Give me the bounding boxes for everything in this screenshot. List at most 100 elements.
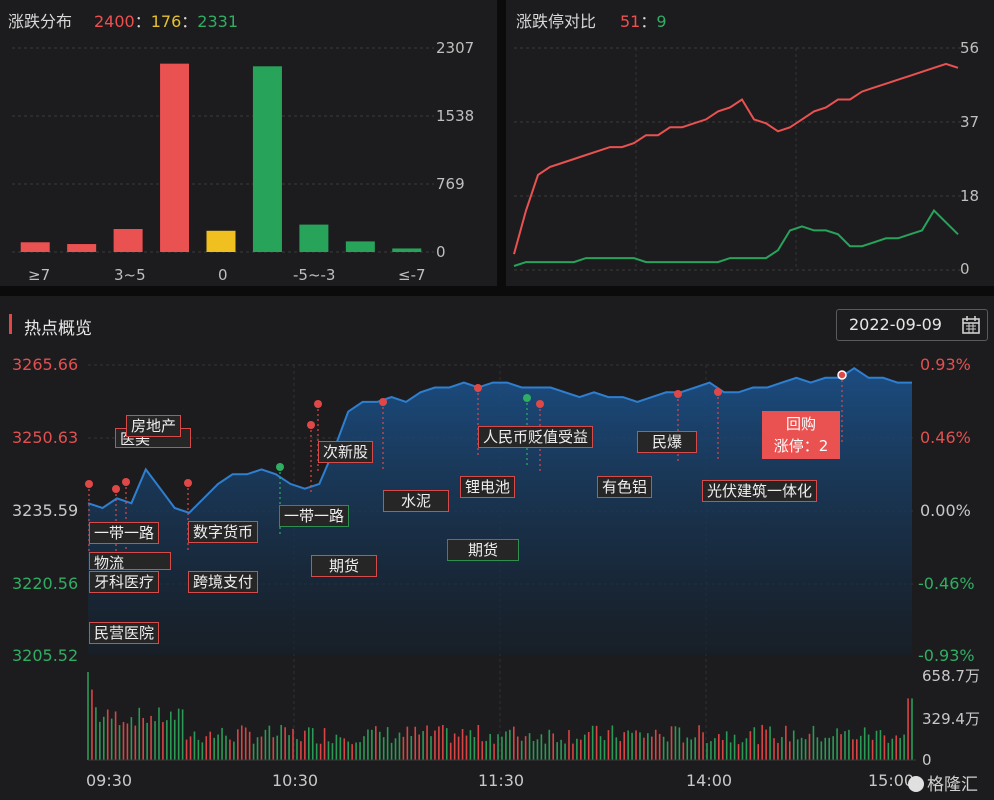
distribution-panel: 涨跌分布 2400：176：2331 2307 1538 769 0 ≥7 3~… bbox=[0, 0, 497, 286]
bar--5~-3 bbox=[299, 224, 329, 252]
dist-ytick: 0 bbox=[436, 243, 446, 261]
hot-accent-bar bbox=[9, 314, 12, 334]
tag-huigou-count: 涨停：2 bbox=[773, 437, 829, 455]
event-marker bbox=[536, 400, 544, 408]
time-tick: 10:30 bbox=[272, 771, 319, 790]
tag-lidian[interactable]: 锂电池 bbox=[460, 476, 516, 498]
sep: ： bbox=[134, 12, 151, 31]
tag-guangfu[interactable]: 光伏建筑一体化 bbox=[702, 480, 818, 502]
distribution-counts: 2400：176：2331 bbox=[94, 8, 238, 32]
time-tick: 14:00 bbox=[686, 771, 733, 790]
tag-shuzi[interactable]: 数字货币 bbox=[188, 521, 259, 543]
event-marker bbox=[112, 485, 120, 493]
tag-huigou[interactable]: 回购 涨停：2 bbox=[762, 411, 840, 459]
tag-youse[interactable]: 有色铝 bbox=[597, 476, 653, 498]
limit-ytick: 56 bbox=[960, 39, 980, 57]
tag-huigou-name: 回购 bbox=[785, 415, 816, 433]
bar--3~0 bbox=[252, 66, 282, 252]
event-marker bbox=[122, 478, 130, 486]
limit-panel: 涨跌停对比 51：9 56 37 18 0 bbox=[506, 0, 994, 286]
right-ytick: 0.00% bbox=[920, 501, 971, 520]
limit-line-chart bbox=[513, 47, 968, 271]
watermark-text: 格隆汇 bbox=[927, 775, 978, 795]
right-ytick: 0.46% bbox=[920, 428, 971, 447]
bar-0~3 bbox=[160, 63, 190, 253]
tag-qihuo-2[interactable]: 期货 bbox=[447, 539, 520, 561]
vol-ytick: 658.7万 bbox=[922, 667, 980, 685]
time-tick: 11:30 bbox=[478, 771, 525, 790]
dist-xtick: -5~-3 bbox=[293, 266, 336, 284]
hot-title: 热点概览 bbox=[24, 319, 92, 339]
bar-≥7 bbox=[20, 242, 50, 252]
event-marker bbox=[314, 400, 322, 408]
left-ytick: 3250.63 bbox=[12, 428, 79, 447]
tag-rmb[interactable]: 人民币贬值受益 bbox=[478, 426, 594, 448]
bar-≤-7 bbox=[392, 248, 422, 252]
tag-yilu-2[interactable]: 一带一路 bbox=[279, 505, 350, 527]
limit-ytick: 0 bbox=[960, 260, 970, 278]
distribution-bar-chart bbox=[12, 47, 434, 253]
right-ytick: 0.93% bbox=[920, 355, 971, 374]
left-ytick: 3220.56 bbox=[12, 574, 79, 593]
event-marker bbox=[714, 388, 722, 396]
left-ytick: 3205.52 bbox=[12, 646, 79, 665]
bar-3~5 bbox=[113, 229, 143, 252]
event-marker bbox=[85, 480, 93, 488]
vol-ytick: 329.4万 bbox=[922, 710, 980, 728]
right-ytick: -0.93% bbox=[918, 646, 975, 665]
up-count: 2400 bbox=[94, 12, 135, 31]
dist-xtick: ≥7 bbox=[28, 266, 51, 284]
tag-yake[interactable]: 牙科医疗 bbox=[89, 571, 160, 593]
vol-ytick: 0 bbox=[922, 751, 932, 769]
tag-minbao[interactable]: 民爆 bbox=[637, 431, 698, 453]
watermark-logo-icon bbox=[908, 776, 924, 792]
dist-xtick: 3~5 bbox=[114, 266, 146, 284]
bar--7~-5 bbox=[345, 241, 375, 252]
dist-ytick: 769 bbox=[436, 175, 465, 193]
tag-shuini[interactable]: 水泥 bbox=[383, 490, 450, 512]
right-ytick: -0.46% bbox=[918, 574, 975, 593]
limit-down-count: 9 bbox=[656, 12, 667, 31]
calendar-icon[interactable] bbox=[961, 315, 981, 335]
tag-minying[interactable]: 民营医院 bbox=[89, 622, 160, 644]
tag-qihuo-1[interactable]: 期货 bbox=[311, 555, 378, 577]
limit-counts: 51：9 bbox=[620, 8, 667, 32]
dist-ytick: 2307 bbox=[436, 39, 475, 57]
bar-5~7 bbox=[67, 244, 97, 252]
dist-ytick: 1538 bbox=[436, 107, 475, 125]
event-marker bbox=[379, 398, 387, 406]
limit-up-count: 51 bbox=[620, 12, 641, 31]
price-area bbox=[88, 368, 912, 655]
event-marker bbox=[276, 463, 284, 471]
event-marker bbox=[837, 370, 847, 380]
date-value: 2022-09-09 bbox=[849, 315, 942, 334]
event-marker bbox=[523, 394, 531, 402]
dist-xtick: 0 bbox=[218, 266, 228, 284]
sep: ： bbox=[640, 12, 657, 31]
event-marker bbox=[474, 384, 482, 392]
left-ytick: 3235.59 bbox=[12, 501, 79, 520]
tag-fangdichan[interactable]: 房地产 bbox=[126, 415, 182, 437]
tag-kuajing[interactable]: 跨境支付 bbox=[188, 571, 259, 593]
tag-cixin[interactable]: 次新股 bbox=[318, 441, 374, 463]
dist-xtick: ≤-7 bbox=[398, 266, 426, 284]
tag-yilu-1[interactable]: 一带一路 bbox=[89, 522, 160, 544]
flat-count: 176 bbox=[150, 12, 182, 31]
left-ytick: 3265.66 bbox=[12, 355, 79, 374]
tag-wuliu[interactable]: 物流 bbox=[89, 552, 171, 570]
distribution-title: 涨跌分布 bbox=[8, 12, 73, 31]
limit-ytick: 37 bbox=[960, 113, 980, 131]
price-line bbox=[87, 366, 912, 514]
event-marker bbox=[307, 421, 315, 429]
time-tick: 15:00 bbox=[868, 771, 915, 790]
limit-title: 涨跌停对比 bbox=[516, 12, 597, 31]
bar-0 bbox=[206, 230, 236, 252]
limit-ytick: 18 bbox=[960, 187, 980, 205]
sep: ： bbox=[181, 12, 198, 31]
event-marker bbox=[184, 479, 192, 487]
date-picker[interactable]: 2022-09-09 bbox=[836, 309, 988, 341]
time-tick: 09:30 bbox=[86, 771, 133, 790]
limit-up-line bbox=[513, 62, 959, 255]
down-count: 2331 bbox=[197, 12, 239, 31]
